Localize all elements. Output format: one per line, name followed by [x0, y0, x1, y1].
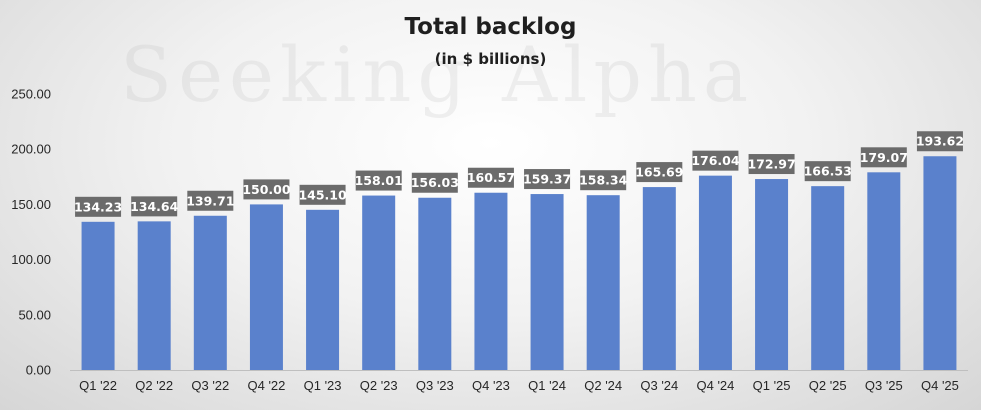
x-tick-label: Q2 '22 [135, 378, 173, 393]
bar [530, 194, 564, 370]
bar [755, 179, 789, 370]
data-label: 160.57 [467, 170, 515, 185]
data-label-box [748, 154, 795, 175]
x-tick-label: Q3 '22 [191, 378, 229, 393]
data-label: 158.34 [579, 173, 628, 188]
x-tick-label: Q2 '24 [584, 378, 622, 393]
data-label: 159.37 [523, 172, 571, 187]
data-label-box [524, 169, 571, 190]
x-tick-label: Q2 '23 [360, 378, 398, 393]
chart-title: Total backlog [404, 14, 577, 40]
data-label: 193.62 [916, 134, 964, 149]
data-label-box [187, 190, 234, 211]
data-label-box [411, 172, 458, 193]
bar [867, 172, 901, 370]
data-label-box [131, 196, 178, 217]
data-label-box [75, 196, 122, 217]
data-label-box [916, 131, 963, 152]
data-label-box [636, 162, 683, 183]
data-label: 166.53 [804, 164, 852, 179]
data-label: 165.69 [635, 165, 683, 180]
data-label: 156.03 [411, 175, 459, 190]
bar [249, 204, 283, 370]
bar [698, 175, 732, 370]
y-tick-label: 250.00 [11, 87, 51, 102]
bar [137, 221, 171, 370]
y-tick-label: 150.00 [11, 197, 51, 212]
data-label-box [467, 167, 514, 188]
x-tick-label: Q1 '25 [753, 378, 791, 393]
data-label-box [580, 170, 627, 191]
bar [642, 187, 676, 370]
y-tick-label: 0.00 [26, 363, 51, 378]
x-tick-label: Q1 '22 [79, 378, 117, 393]
data-label: 176.04 [691, 153, 740, 168]
y-tick-label: 50.00 [18, 307, 51, 322]
data-label: 134.23 [74, 199, 122, 214]
x-tick-label: Q3 '24 [640, 378, 678, 393]
chart-subtitle: (in $ billions) [434, 50, 547, 68]
bar [193, 215, 227, 370]
bar [923, 156, 957, 370]
data-label-box [355, 170, 402, 191]
data-label: 139.71 [186, 193, 234, 208]
data-label: 145.10 [298, 187, 347, 202]
data-label: 179.07 [860, 150, 908, 165]
x-tick-label: Q3 '23 [416, 378, 454, 393]
bar [418, 197, 452, 370]
bar [586, 195, 620, 370]
bar [362, 195, 396, 370]
bar [811, 186, 845, 370]
x-tick-label: Q4 '22 [247, 378, 285, 393]
data-label-box [804, 161, 851, 182]
x-tick-label: Q4 '24 [696, 378, 734, 393]
data-label-box [299, 184, 346, 205]
x-tick-label: Q1 '23 [304, 378, 342, 393]
data-label: 158.01 [355, 173, 403, 188]
x-tick-label: Q3 '25 [865, 378, 903, 393]
data-label-box [692, 150, 739, 171]
bar [306, 209, 340, 370]
data-label: 172.97 [747, 157, 795, 172]
x-tick-label: Q4 '25 [921, 378, 959, 393]
x-tick-label: Q1 '24 [528, 378, 566, 393]
x-tick-label: Q2 '25 [809, 378, 847, 393]
bar [474, 192, 508, 370]
bar [81, 221, 115, 370]
y-tick-label: 200.00 [11, 142, 51, 157]
y-tick-label: 100.00 [11, 252, 51, 267]
x-tick-label: Q4 '23 [472, 378, 510, 393]
data-label-box [860, 147, 907, 168]
data-label-box [243, 179, 290, 200]
data-label: 134.64 [130, 199, 179, 214]
data-label: 150.00 [242, 182, 291, 197]
